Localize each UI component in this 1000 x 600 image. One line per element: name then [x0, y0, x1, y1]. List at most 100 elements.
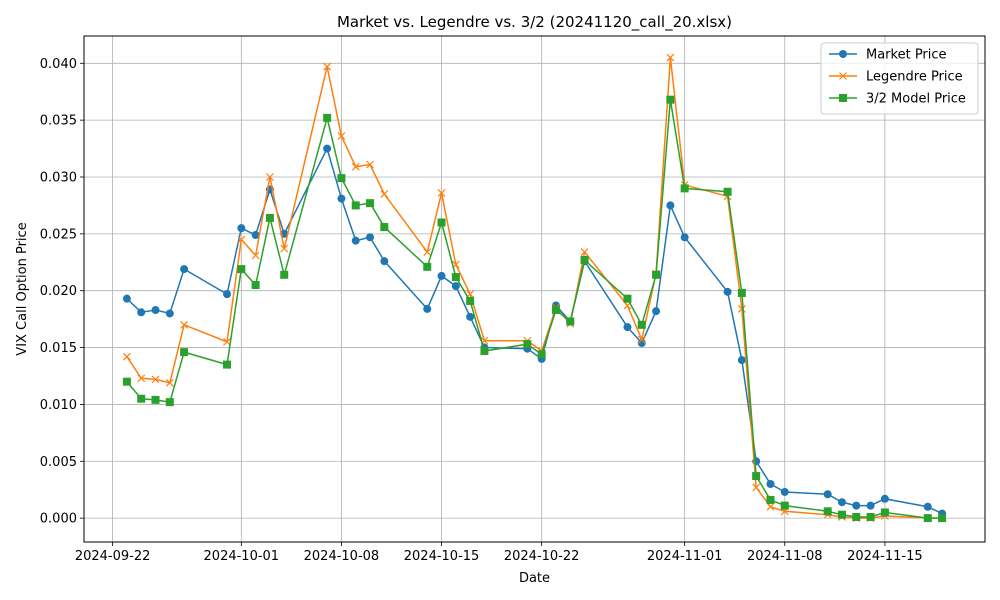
- 3-2-model-price-point: [466, 296, 475, 305]
- legendre-price-point: [423, 248, 432, 256]
- legendre-price-series: [122, 53, 947, 523]
- x-tick-label: 2024-10-08: [304, 549, 380, 564]
- y-tick-label: 0.015: [40, 341, 77, 356]
- x-axis: 2024-09-22 2024-10-01 2024-10-08 2024-10-15…: [75, 542, 923, 564]
- 3-2-model-price-series: [122, 95, 947, 523]
- market-price-point: [122, 294, 131, 303]
- market-price-point: [351, 236, 360, 245]
- x-axis-label: Date: [519, 571, 550, 586]
- 3-2-model-price-point: [637, 320, 646, 329]
- 3-2-model-price-point: [351, 201, 360, 210]
- 3-2-model-price-point: [780, 501, 789, 510]
- market-price-point: [880, 494, 889, 503]
- 3-2-model-price-point: [423, 262, 432, 271]
- 3-2-model-price-point: [165, 398, 174, 407]
- market-price-point: [380, 257, 389, 266]
- y-tick-label: 0.000: [40, 512, 77, 527]
- legend-marker-3-2-model-price: [839, 94, 847, 102]
- legendre-price-point: [122, 352, 131, 361]
- legend-marker-legendre-price: [839, 72, 847, 80]
- y-tick-label: 0.030: [40, 170, 77, 185]
- 3-2-model-price-point: [852, 512, 861, 521]
- legendre-price-point: [165, 378, 174, 387]
- market-price-point: [366, 233, 375, 242]
- market-price-point: [780, 487, 789, 496]
- 3-2-model-price-point: [380, 223, 389, 232]
- legend: Market Price Legendre Price 3/2 Model Pric…: [820, 42, 979, 115]
- x-tick-label: 2024-10-22: [504, 549, 580, 564]
- market-price-point: [423, 304, 432, 313]
- 3-2-model-price-point: [480, 346, 489, 355]
- x-tick-label: 2024-11-08: [747, 549, 823, 564]
- y-axis: 0.000 0.005 0.010 0.015 0.020 0.025 0.030 0.035…: [40, 57, 84, 527]
- legendre-price-point: [752, 483, 761, 492]
- 3-2-model-price-point: [537, 350, 546, 359]
- market-price-point: [437, 271, 446, 280]
- market-price-point: [723, 287, 732, 296]
- legendre-price-point: [151, 375, 160, 384]
- legend-label-market-price: Market Price: [866, 48, 947, 63]
- legend-box: [820, 42, 979, 115]
- legendre-price-point: [323, 62, 332, 71]
- y-tick-label: 0.020: [40, 284, 77, 299]
- market-price-point: [652, 307, 661, 316]
- x-tick-label: 2024-11-01: [647, 549, 723, 564]
- y-tick-label: 0.025: [40, 227, 77, 242]
- 3-2-model-price-point: [180, 348, 189, 357]
- market-price-point: [237, 224, 246, 233]
- legendre-price-point: [265, 173, 274, 181]
- 3-2-model-price-point: [323, 113, 332, 122]
- 3-2-model-price-point: [451, 273, 460, 282]
- market-price-point: [852, 501, 861, 510]
- market-price-point: [737, 356, 746, 365]
- 3-2-model-price-point: [265, 213, 274, 222]
- legendre-price-point: [351, 162, 360, 171]
- y-axis-label: VIX Call Option Price: [15, 222, 30, 355]
- legend-marker-market-price: [839, 50, 847, 58]
- market-price-point: [251, 230, 260, 239]
- market-price-point: [151, 306, 160, 315]
- 3-2-model-price-point: [437, 218, 446, 227]
- 3-2-model-price-point: [880, 508, 889, 517]
- market-price-point: [666, 201, 675, 210]
- 3-2-model-price-point: [652, 270, 661, 279]
- legendre-price-point: [766, 502, 775, 511]
- market-price-point: [137, 308, 146, 317]
- 3-2-model-price-point: [223, 360, 232, 369]
- market-price-point: [451, 282, 460, 291]
- series-layer: [122, 53, 947, 523]
- 3-2-model-price-point: [137, 394, 146, 403]
- market-price-point: [223, 290, 232, 299]
- 3-2-model-price-point: [551, 306, 560, 315]
- 3-2-model-price-point: [623, 294, 632, 303]
- y-tick-label: 0.010: [40, 398, 77, 413]
- grid: [84, 36, 985, 542]
- legendre-price-point: [380, 190, 389, 198]
- legend-label-3-2-model-price: 3/2 Model Price: [866, 92, 966, 107]
- legendre-price-point: [280, 244, 289, 253]
- legend-label-legendre-price: Legendre Price: [866, 70, 963, 85]
- 3-2-model-price-point: [151, 395, 160, 404]
- 3-2-model-price-point: [680, 184, 689, 193]
- legendre-price-point: [180, 320, 189, 329]
- 3-2-model-price-point: [766, 495, 775, 504]
- market-price-point: [823, 490, 832, 499]
- 3-2-model-price-point: [837, 510, 846, 519]
- 3-2-model-price-point: [580, 256, 589, 265]
- y-tick-label: 0.005: [40, 455, 77, 470]
- 3-2-model-price-point: [366, 199, 375, 208]
- market-price-point: [837, 498, 846, 507]
- 3-2-model-price-point: [737, 288, 746, 297]
- 3-2-model-price-point: [823, 507, 832, 516]
- market-price-point: [680, 233, 689, 242]
- legendre-price-point: [580, 248, 589, 256]
- legendre-price-point: [737, 304, 746, 313]
- legendre-price-point: [237, 235, 246, 244]
- market-price-point: [623, 323, 632, 332]
- 3-2-model-price-point: [566, 317, 575, 326]
- x-tick-label: 2024-10-01: [204, 549, 280, 564]
- market-price-point: [766, 480, 775, 489]
- market-price-point: [180, 265, 189, 274]
- 3-2-model-price-point: [938, 514, 947, 523]
